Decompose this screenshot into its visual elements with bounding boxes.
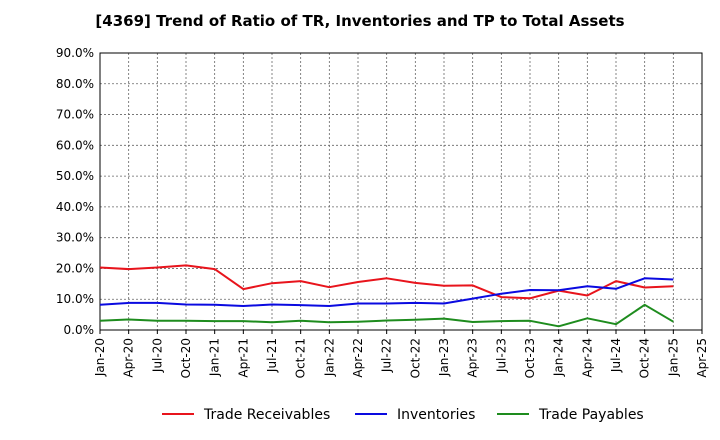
x-tick-label: Jan-25 — [666, 338, 680, 377]
x-tick-label: Jan-22 — [322, 338, 336, 377]
y-tick-label: 70.0% — [56, 108, 94, 122]
x-tick-label: Oct-21 — [294, 338, 308, 378]
y-tick-label: 60.0% — [56, 138, 94, 152]
y-tick-label: 30.0% — [56, 231, 94, 245]
x-tick-label: Apr-24 — [580, 338, 594, 378]
x-tick-label: Jul-20 — [150, 338, 164, 373]
y-tick-label: 10.0% — [56, 292, 94, 306]
y-tick-label: 40.0% — [56, 200, 94, 214]
chart-title: [4369] Trend of Ratio of TR, Inventories… — [95, 12, 625, 30]
x-tick-label: Apr-20 — [122, 338, 136, 378]
x-tick-label: Jul-24 — [609, 338, 623, 373]
plot-frame — [99, 52, 703, 331]
series-line-trade-payables — [99, 303, 674, 328]
y-tick-label: 0.0% — [64, 323, 95, 337]
x-tick-label: Oct-20 — [179, 338, 193, 378]
x-tick-label: Oct-22 — [408, 338, 422, 378]
y-tick-label: 80.0% — [56, 77, 94, 91]
x-tick-label: Oct-24 — [638, 338, 652, 378]
x-tick-label: Oct-23 — [523, 338, 537, 378]
y-tick-label: 50.0% — [56, 169, 94, 183]
series-line-trade-receivables — [99, 264, 674, 300]
legend-label: Trade Payables — [538, 407, 644, 423]
x-tick-label: Apr-22 — [351, 338, 365, 378]
x-tick-label: Jan-24 — [552, 338, 566, 377]
x-tick-label: Jul-23 — [494, 338, 508, 373]
x-tick-label: Jul-22 — [380, 338, 394, 373]
x-tick-label: Apr-21 — [236, 338, 250, 378]
y-tick-label: 90.0% — [56, 46, 94, 60]
series-lines — [99, 264, 674, 328]
legend: Trade Receivables Inventories Trade Payabl… — [162, 407, 644, 423]
x-tick-label: Jul-21 — [265, 338, 279, 373]
x-tick-label: Jan-21 — [208, 338, 222, 377]
x-tick-label: Jan-20 — [93, 338, 107, 377]
y-tick-label: 20.0% — [56, 261, 94, 275]
x-tick-label: Apr-23 — [466, 338, 480, 378]
x-tick-label: Jan-23 — [437, 338, 451, 377]
legend-label: Trade Receivables — [203, 407, 330, 423]
x-tick-label: Apr-25 — [695, 338, 709, 378]
series-line-inventories — [99, 277, 674, 307]
axes: 0.0% 10.0% 20.0% 30.0% 40.0% 50.0% 60.0% 70.0% 8… — [56, 46, 709, 378]
legend-label: Inventories — [397, 407, 475, 423]
